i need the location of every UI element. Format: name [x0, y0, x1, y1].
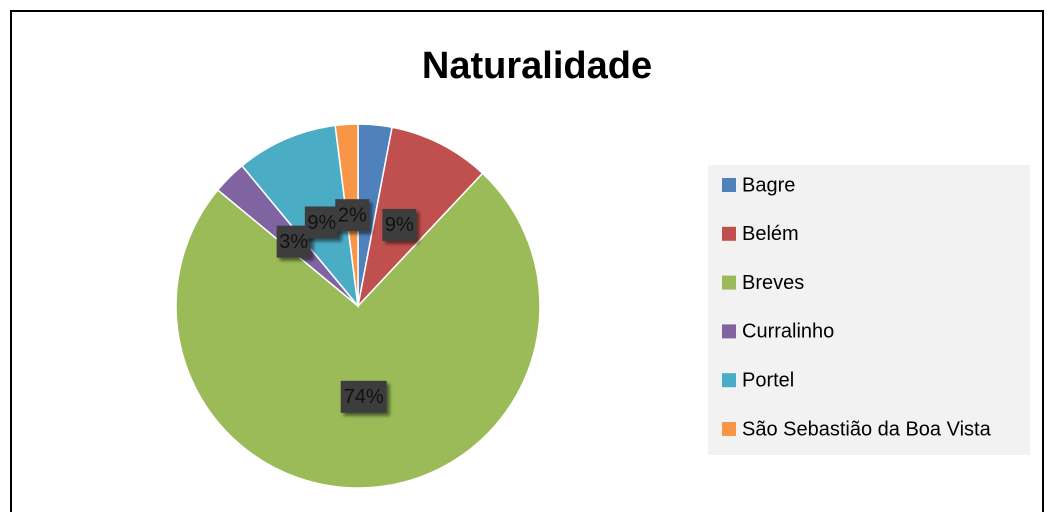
pie-slice [356, 126, 484, 309]
legend-label: Belém [742, 223, 799, 245]
data-label: 9% [385, 214, 414, 236]
data-label-box [335, 199, 370, 232]
legend-label: Curralinho [742, 321, 834, 343]
legend-swatch [722, 422, 736, 436]
legend-box [708, 165, 1030, 455]
legend-swatch [722, 373, 736, 388]
legend-label: São Sebastião da Boa Vista [742, 418, 992, 440]
data-label: 74% [344, 386, 384, 408]
legend-swatch [722, 226, 736, 241]
legend-swatch [722, 178, 736, 192]
pie-slice [175, 172, 541, 489]
legend-swatch [722, 324, 736, 339]
data-label-box [340, 380, 387, 413]
legend-label: Breves [742, 272, 804, 294]
legend-label: Portel [742, 369, 794, 391]
legend-label: Bagre [742, 174, 795, 196]
data-label: 3% [279, 231, 308, 253]
legend-swatch [722, 275, 736, 290]
data-label-box [304, 206, 339, 239]
data-label-box [382, 208, 417, 241]
chart-title: Naturalidade [422, 45, 652, 87]
pie-slice [240, 124, 360, 309]
data-label: 2% [338, 204, 367, 226]
data-label: 9% [307, 212, 336, 234]
